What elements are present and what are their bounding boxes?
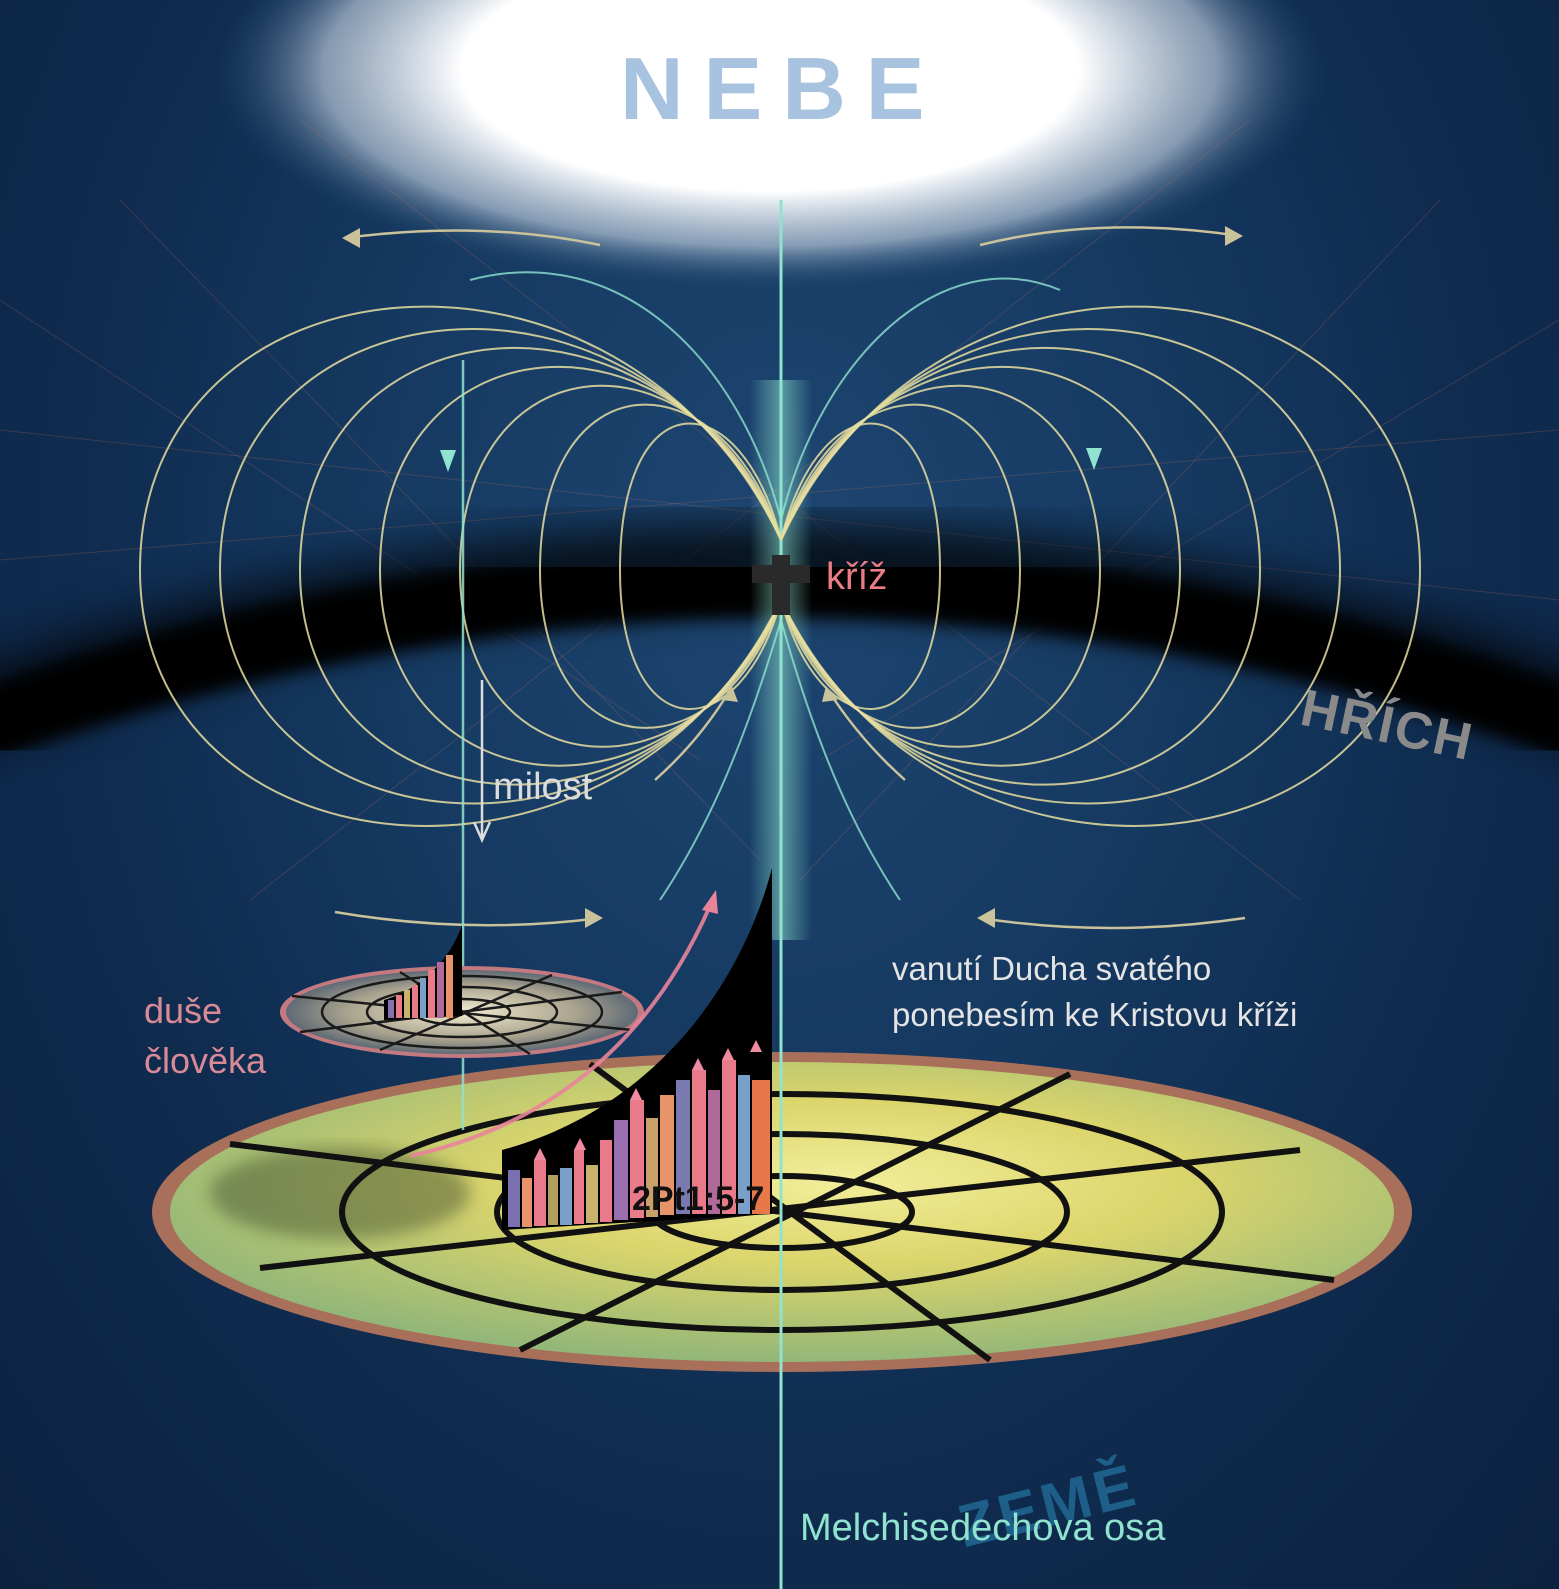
soul-label-line1: duše [144, 990, 223, 1031]
cross-label: kříž [826, 556, 888, 598]
spirit-label-line1: vanutí Ducha svatého [892, 950, 1212, 987]
heaven-glow [210, 0, 1330, 290]
field-lines-left [138, 305, 782, 827]
earth-spire [502, 868, 772, 1230]
ascent-arrowhead [702, 890, 718, 914]
grace-label: milost [493, 766, 593, 808]
spire-arrows [534, 1040, 762, 1160]
spire-bars [508, 1060, 770, 1227]
soul-spire [384, 925, 462, 1020]
axis-flow-lines [469, 271, 1061, 901]
sin-band [0, 530, 1559, 730]
scripture-reference: 2Pt1:5-7 [632, 1180, 765, 1218]
soul-label-line2: člověka [144, 1040, 267, 1081]
field-lines-right [780, 305, 1422, 827]
axis-label: Melchisedechova osa [800, 1507, 1166, 1549]
spirit-label-line2: ponebesím ke Kristovu kříži [892, 996, 1298, 1033]
ascent-arrow [409, 905, 712, 1158]
heaven-label: NEBE [620, 39, 945, 138]
cyan-arrowheads [440, 448, 1102, 472]
circulation-arrows [334, 226, 1246, 930]
cross-icon [752, 555, 810, 615]
arrowheads [342, 226, 1243, 928]
grace-arrow-head [472, 821, 492, 844]
